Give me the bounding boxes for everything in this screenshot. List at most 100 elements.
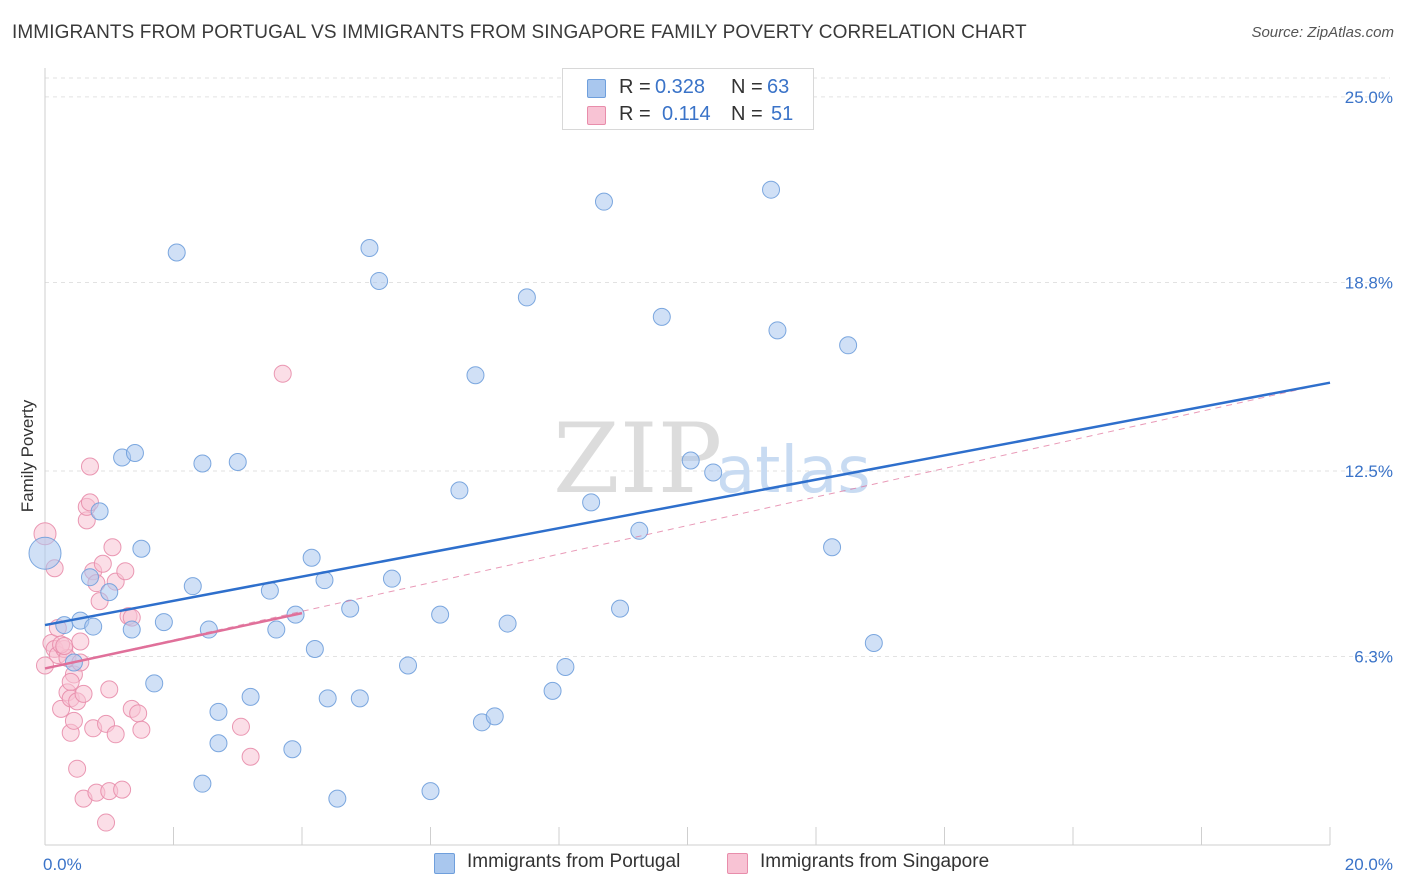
- portugal-point: [241, 687, 260, 706]
- singapore-point: [74, 684, 93, 703]
- portugal-point: [421, 782, 440, 801]
- singapore-point: [55, 637, 74, 656]
- portugal-point: [582, 493, 601, 512]
- watermark-atlas: atlas: [716, 434, 871, 508]
- singapore-point: [116, 562, 135, 581]
- portugal-point: [167, 243, 186, 262]
- portugal-point: [466, 366, 485, 385]
- portugal-point: [154, 613, 173, 632]
- portugal-point: [768, 321, 787, 340]
- gridlines: [45, 77, 1390, 657]
- singapore-point: [103, 538, 122, 557]
- portugal-point: [305, 640, 324, 659]
- portugal-point: [350, 689, 369, 708]
- legend-n-label: N =: [731, 76, 763, 98]
- singapore-point: [68, 759, 87, 778]
- watermark: ZIP atlas: [553, 403, 871, 515]
- legend-swatch-singapore: [587, 106, 606, 125]
- singapore-point: [71, 632, 90, 651]
- trend-line-portugal: [44, 381, 1331, 627]
- portugal-point: [450, 481, 469, 500]
- portugal-point: [209, 734, 228, 753]
- trend-line-singapore: [44, 611, 303, 670]
- legend-label-singapore: Immigrants from Singapore: [760, 851, 990, 872]
- portugal-point: [209, 702, 228, 721]
- x-tick-label: 0.0%: [43, 855, 82, 874]
- tick-labels: 6.3% 12.5% 18.8% 25.0% 0.0% 20.0%: [43, 88, 1393, 874]
- legend-swatch-portugal: [434, 853, 455, 874]
- portugal-point: [517, 288, 536, 307]
- portugal-point: [485, 707, 504, 726]
- trend-lines: [44, 381, 1331, 670]
- singapore-point: [64, 711, 83, 730]
- portugal-point: [652, 307, 671, 326]
- legend-r-label: R =: [619, 76, 651, 98]
- portugal-point: [132, 539, 151, 558]
- portugal-point: [341, 599, 360, 618]
- legend-n-value-singapore: 51: [771, 103, 794, 125]
- portugal-point: [183, 577, 202, 596]
- portugal-point: [630, 521, 649, 540]
- portugal-point: [594, 192, 613, 211]
- portugal-point: [318, 689, 337, 708]
- legend-label-portugal: Immigrants from Portugal: [467, 851, 681, 872]
- chart-title: IMMIGRANTS FROM PORTUGAL VS IMMIGRANTS F…: [12, 22, 1027, 43]
- y-tick-label: 18.8%: [1345, 273, 1393, 292]
- singapore-point: [100, 680, 119, 699]
- source-label: Source: ZipAtlas.com: [1251, 24, 1394, 41]
- portugal-point: [611, 599, 630, 618]
- singapore-point: [61, 672, 80, 691]
- portugal-point: [283, 740, 302, 759]
- y-tick-label: 25.0%: [1345, 88, 1393, 107]
- portugal-point: [704, 463, 723, 482]
- axes: [44, 68, 1331, 846]
- legend-r-value-singapore: 0.114: [662, 103, 711, 125]
- portugal-point: [360, 239, 379, 258]
- portugal-point: [84, 617, 103, 636]
- portugal-point: [145, 674, 164, 693]
- singapore-point: [106, 725, 125, 744]
- y-axis-label: Family Poverty: [18, 399, 37, 512]
- singapore-point: [241, 747, 260, 766]
- portugal-point: [28, 536, 62, 570]
- legend-swatch-singapore: [727, 853, 748, 874]
- portugal-point: [370, 271, 389, 290]
- portugal-point: [556, 657, 575, 676]
- portugal-point: [193, 454, 212, 473]
- singapore-point: [113, 780, 132, 799]
- portugal-point: [762, 180, 781, 199]
- portugal-point: [431, 605, 450, 624]
- legend-r-value-portugal: 0.328: [655, 76, 706, 98]
- portugal-point: [328, 789, 347, 808]
- legend-n-value-portugal: 63: [767, 76, 790, 98]
- portugal-point: [839, 336, 858, 355]
- portugal-point: [543, 681, 562, 700]
- portugal-point: [864, 634, 883, 653]
- legend-r-label: R =: [619, 103, 651, 125]
- portugal-point: [823, 538, 842, 557]
- portugal-point: [125, 444, 144, 463]
- correlation-legend: R = 0.328 N = 63 R = 0.114 N = 51: [562, 68, 814, 130]
- singapore-point: [80, 457, 99, 476]
- legend-n-label: N =: [731, 103, 763, 125]
- portugal-point: [498, 614, 517, 633]
- singapore-point: [129, 704, 148, 723]
- series-singapore-points: [33, 364, 292, 832]
- portugal-point: [228, 452, 247, 471]
- legend-swatch-portugal: [587, 79, 606, 98]
- portugal-point: [100, 583, 119, 602]
- portugal-point: [681, 451, 700, 470]
- portugal-point: [267, 620, 286, 639]
- singapore-point: [273, 364, 292, 383]
- y-tick-label: 6.3%: [1354, 647, 1393, 666]
- portugal-point: [193, 774, 212, 793]
- singapore-point: [93, 554, 112, 573]
- series-portugal-points: [28, 180, 883, 808]
- portugal-point: [399, 656, 418, 675]
- portugal-point: [122, 620, 141, 639]
- portugal-point: [302, 548, 321, 567]
- singapore-point: [97, 813, 116, 832]
- x-tick-label: 20.0%: [1345, 855, 1393, 874]
- portugal-point: [80, 568, 99, 587]
